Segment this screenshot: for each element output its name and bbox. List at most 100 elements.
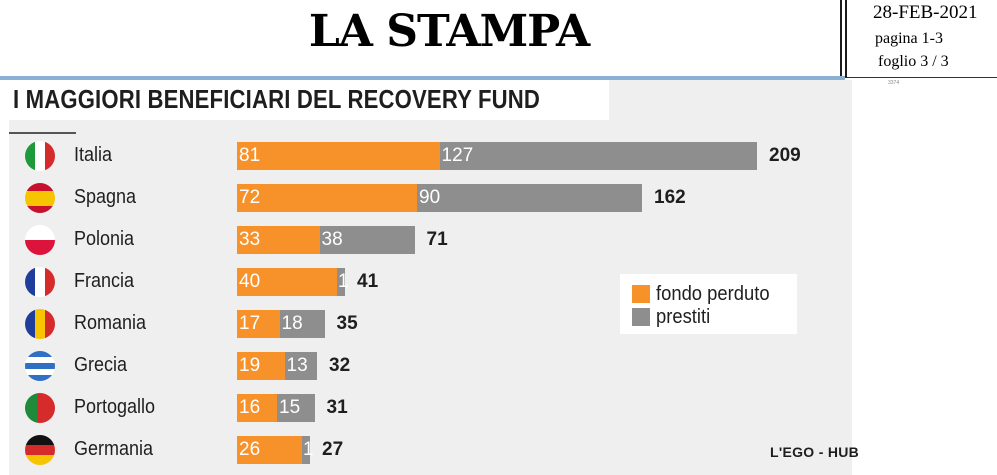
total-label-grecia: 32 <box>329 355 351 376</box>
flag-stripe <box>49 393 55 423</box>
flag-stripe <box>25 141 35 171</box>
flag-stripe <box>45 267 55 297</box>
bar-fondo-perduto-germania <box>237 436 302 464</box>
archive-code: 3374 <box>888 80 900 86</box>
total-label-germania: 27 <box>322 439 344 460</box>
value-label-prestiti-romania: 18 <box>281 313 303 334</box>
country-label-italia: Italia <box>74 144 113 166</box>
flag-stripe <box>25 225 55 240</box>
masthead-box <box>0 0 842 76</box>
flag-stripe <box>25 267 35 297</box>
value-label-fondo-perduto-romania: 17 <box>239 313 261 334</box>
flag-stripe <box>45 141 55 171</box>
country-label-polonia: Polonia <box>74 228 135 250</box>
bar-fondo-perduto-italia <box>237 142 440 170</box>
bar-fondo-perduto-grecia <box>237 352 285 380</box>
bar-fondo-perduto-portogallo <box>237 394 277 422</box>
bar-prestiti-portogallo <box>277 394 315 422</box>
legend-label-prestiti: prestiti <box>656 306 711 328</box>
chart-credit: L'EGO - HUB <box>770 444 860 460</box>
legend-swatch-fondo-perduto <box>632 285 650 303</box>
chart-legend: fondo perduto prestiti <box>620 274 797 334</box>
bar-prestiti-francia <box>337 268 345 296</box>
flag-stripe <box>25 445 55 455</box>
flag-stripe <box>25 363 55 369</box>
portugal-flag-icon <box>25 393 55 423</box>
country-label-grecia: Grecia <box>74 354 128 376</box>
flag-stripe <box>25 351 55 357</box>
flag-stripe <box>25 240 55 255</box>
legend-label-fondo-perduto: fondo perduto <box>656 283 770 305</box>
page-number: pagina 1-3 <box>875 30 943 47</box>
flag-stripe <box>35 141 45 171</box>
germany-flag-icon <box>25 435 55 465</box>
flag-stripe <box>43 393 49 423</box>
france-flag-icon <box>25 267 55 297</box>
country-label-germania: Germania <box>74 438 154 460</box>
bar-prestiti-germania <box>302 436 310 464</box>
spain-flag-icon <box>25 183 55 213</box>
flag-stripe <box>25 198 55 206</box>
total-label-portogallo: 31 <box>326 397 348 418</box>
flag-stripe <box>25 455 55 465</box>
header-rule <box>0 76 845 80</box>
poland-flag-icon <box>25 225 55 255</box>
bar-fondo-perduto-polonia <box>237 226 320 254</box>
flag-stripe <box>25 369 55 375</box>
value-label-fondo-perduto-italia: 81 <box>239 145 261 166</box>
value-label-prestiti-francia: 1 <box>338 271 349 292</box>
flag-stripe <box>25 205 55 213</box>
greece-flag-icon <box>25 351 55 381</box>
total-label-spagna: 162 <box>654 187 686 208</box>
value-label-prestiti-spagna: 90 <box>419 187 441 208</box>
total-label-francia: 41 <box>357 271 379 292</box>
value-label-fondo-perduto-spagna: 72 <box>239 187 261 208</box>
chart-title: I MAGGIORI BENEFICIARI DEL RECOVERY FUND <box>13 84 541 114</box>
flag-stripe <box>25 435 55 445</box>
total-label-romania: 35 <box>336 313 358 334</box>
country-label-portogallo: Portogallo <box>74 396 156 418</box>
value-label-fondo-perduto-portogallo: 16 <box>239 397 261 418</box>
value-label-fondo-perduto-grecia: 19 <box>239 355 261 376</box>
flag-stripe <box>25 309 35 339</box>
country-label-romania: Romania <box>74 312 147 334</box>
title-rule <box>9 132 76 134</box>
flag-stripe <box>45 309 55 339</box>
bar-prestiti-spagna <box>417 184 642 212</box>
flag-stripe <box>31 393 37 423</box>
flag-stripe <box>35 267 45 297</box>
chart-title-background <box>9 80 609 120</box>
country-label-spagna: Spagna <box>74 186 137 208</box>
romania-flag-icon <box>25 309 55 339</box>
publication-date: 28-FEB-2021 <box>873 2 978 23</box>
flag-stripe <box>25 357 55 363</box>
bar-fondo-perduto-romania <box>237 310 280 338</box>
bar-fondo-perduto-spagna <box>237 184 417 212</box>
bar-prestiti-polonia <box>319 226 415 254</box>
flag-stripe <box>25 183 55 191</box>
value-label-prestiti-germania: 1 <box>303 439 314 460</box>
value-label-prestiti-grecia: 13 <box>286 355 308 376</box>
page-meta-box: 28-FEB-2021 pagina 1-3 foglio 3 / 3 <box>845 0 997 78</box>
flag-stripe <box>37 393 43 423</box>
sheet-number: foglio 3 / 3 <box>878 53 949 70</box>
legend-swatch-prestiti <box>632 308 650 326</box>
country-label-francia: Francia <box>74 270 135 292</box>
value-label-prestiti-polonia: 38 <box>321 229 343 250</box>
value-label-fondo-perduto-polonia: 33 <box>239 229 261 250</box>
flag-stripe <box>25 190 55 198</box>
bar-prestiti-romania <box>279 310 325 338</box>
flag-stripe <box>25 375 55 381</box>
value-label-fondo-perduto-francia: 40 <box>239 271 261 292</box>
masthead-title: LA STAMPA <box>308 6 590 57</box>
bar-prestiti-grecia <box>284 352 317 380</box>
bar-prestiti-italia <box>439 142 757 170</box>
total-label-polonia: 71 <box>426 229 448 250</box>
value-label-fondo-perduto-germania: 26 <box>239 439 261 460</box>
total-label-italia: 209 <box>769 145 801 166</box>
value-label-prestiti-italia: 127 <box>441 145 474 166</box>
flag-stripe <box>25 393 31 423</box>
bar-fondo-perduto-francia <box>237 268 337 296</box>
flag-stripe <box>35 309 45 339</box>
value-label-prestiti-portogallo: 15 <box>279 397 301 418</box>
